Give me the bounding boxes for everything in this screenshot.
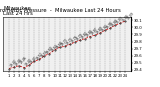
Text: 29.76: 29.76 [70,34,79,44]
Text: 29.99: 29.99 [111,18,120,27]
Text: 30.09: 30.09 [126,11,135,20]
Text: 29.79: 29.79 [76,32,84,42]
Text: 29.92: 29.92 [101,23,109,32]
Text: 29.84: 29.84 [86,29,94,38]
Text: 29.44: 29.44 [15,57,23,66]
Text: 29.46: 29.46 [20,56,28,65]
Text: 29.55: 29.55 [40,49,49,59]
Text: 29.60: 29.60 [45,46,54,55]
Text: 29.82: 29.82 [80,30,89,39]
Text: 29.68: 29.68 [55,40,64,49]
Text: 29.87: 29.87 [91,27,99,36]
Text: 29.89: 29.89 [96,25,104,34]
Text: 30.06: 30.06 [121,13,130,22]
Text: 29.63: 29.63 [50,44,59,53]
Text: 29.47: 29.47 [30,55,39,64]
Text: Barometric Pressure  -  Milwaukee Last 24 Hours: Barometric Pressure - Milwaukee Last 24 … [0,8,121,13]
Text: Milwaukee
Last 24 Hrs: Milwaukee Last 24 Hrs [3,5,33,16]
Text: 29.52: 29.52 [35,51,44,61]
Text: 29.96: 29.96 [106,20,115,29]
Text: 29.43: 29.43 [25,58,33,67]
Text: 29.42: 29.42 [10,59,18,68]
Text: 30.03: 30.03 [116,15,125,25]
Text: 29.72: 29.72 [60,37,69,47]
Text: 29.73: 29.73 [65,37,74,46]
